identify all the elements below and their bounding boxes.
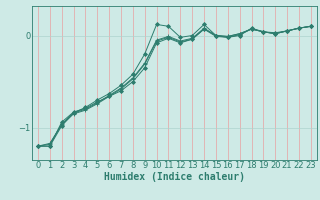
- X-axis label: Humidex (Indice chaleur): Humidex (Indice chaleur): [104, 172, 245, 182]
